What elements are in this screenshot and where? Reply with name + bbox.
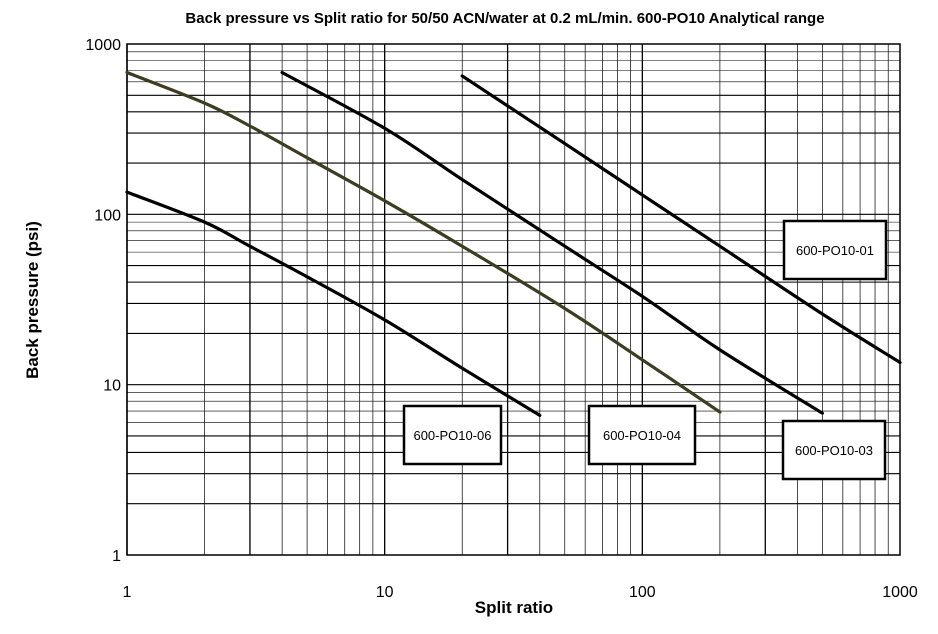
series-line-600-po10-06: [125, 190, 542, 417]
y-tick-label: 100: [94, 207, 121, 224]
y-axis-label: Back pressure (psi): [23, 221, 42, 379]
series-label-text: 600-PO10-06: [413, 428, 491, 443]
series-label-box: 600-PO10-01: [782, 219, 888, 281]
series-lines: [125, 70, 902, 417]
series-label-box: 600-PO10-03: [781, 419, 887, 481]
label-box-frame: [587, 404, 697, 466]
label-box-frame: [781, 419, 887, 481]
x-tick-label: 1000: [882, 584, 918, 601]
series-line-600-po10-01: [460, 74, 902, 365]
tick-labels: 1 10 100 1000 1 10 100 1000: [85, 37, 917, 601]
x-tick-label: 1: [123, 584, 132, 601]
chart-title: Back pressure vs Split ratio for 50/50 A…: [185, 10, 824, 27]
series-label-text: 600-PO10-01: [796, 243, 874, 258]
plot-border: [126, 43, 901, 556]
x-axis-label: Split ratio: [475, 598, 553, 617]
series-label-box: 600-PO10-06: [402, 404, 503, 466]
series-line-600-po10-03: [280, 70, 824, 415]
label-box-frame: [402, 404, 503, 466]
y-tick-label: 1: [112, 548, 121, 565]
series-labels: 600-PO10-06 600-PO10-04 600-PO10-03 600-PO1…: [402, 219, 888, 481]
x-tick-label: 10: [376, 584, 394, 601]
series-label-text: 600-PO10-03: [795, 443, 873, 458]
series-line-600-po10-04: [125, 70, 722, 414]
series-label-box: 600-PO10-04: [587, 404, 697, 466]
y-tick-label: 10: [103, 378, 121, 395]
x-tick-label: 100: [629, 584, 656, 601]
label-box-frame: [782, 219, 888, 281]
y-tick-label: 1000: [85, 37, 121, 54]
series-label-text: 600-PO10-04: [603, 428, 681, 443]
